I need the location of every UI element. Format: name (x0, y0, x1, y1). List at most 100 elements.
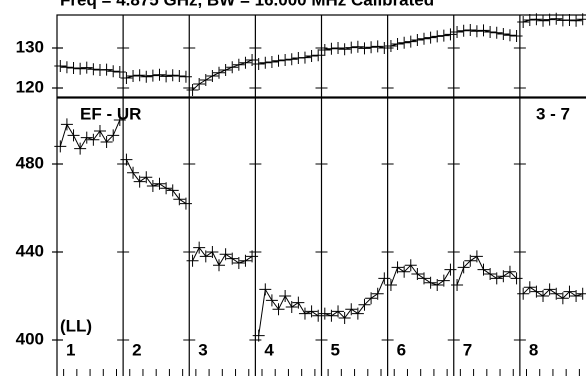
point (424, 276, 437, 289)
point (120, 153, 133, 166)
point (517, 16, 530, 28)
point (338, 43, 351, 56)
point (431, 30, 444, 43)
point (252, 58, 265, 70)
point (146, 69, 159, 82)
point (570, 290, 583, 302)
point (305, 50, 318, 62)
y-tick-label: 480 (16, 153, 44, 172)
point (173, 193, 186, 206)
point (186, 254, 199, 267)
segment-label: 2 (132, 340, 141, 359)
point (345, 41, 358, 54)
point (537, 14, 550, 27)
point (246, 250, 259, 263)
point (67, 62, 80, 74)
point (54, 140, 67, 153)
segment-label: 4 (264, 340, 274, 359)
point (451, 26, 464, 38)
point (318, 44, 331, 56)
y-tick-label: 120 (16, 77, 44, 96)
point (127, 166, 140, 179)
point (206, 70, 219, 82)
point (213, 66, 226, 79)
point (285, 301, 298, 313)
point (140, 171, 153, 184)
point (325, 42, 338, 55)
point (563, 14, 576, 26)
point (484, 268, 497, 280)
point (160, 182, 173, 195)
point (127, 70, 140, 82)
point (470, 250, 483, 263)
point (411, 34, 424, 46)
point (133, 175, 146, 188)
point (140, 70, 153, 83)
point (186, 84, 199, 96)
point (193, 241, 206, 254)
point (113, 66, 126, 78)
point (179, 70, 192, 83)
series-line (522, 286, 583, 299)
point (391, 38, 404, 50)
point (378, 42, 391, 54)
series-line (192, 246, 253, 267)
point (530, 285, 543, 298)
point (74, 62, 87, 75)
point (226, 252, 239, 265)
point (550, 12, 563, 25)
point (345, 303, 358, 316)
point (556, 292, 569, 305)
point (365, 41, 378, 54)
point (484, 26, 497, 38)
point (325, 309, 338, 322)
point (146, 180, 159, 192)
point (543, 13, 556, 26)
point (490, 272, 503, 285)
point (226, 61, 239, 74)
point (54, 60, 67, 72)
point (411, 268, 424, 280)
point (497, 28, 510, 40)
y-tick-label: 400 (16, 329, 44, 348)
point (365, 292, 378, 305)
point (424, 31, 437, 44)
point (358, 298, 371, 311)
point (312, 309, 325, 322)
point (153, 68, 166, 81)
point (60, 61, 73, 74)
point (497, 270, 510, 283)
series-line (125, 159, 187, 205)
segment-label: 1 (66, 340, 75, 359)
point (543, 283, 556, 296)
point (80, 61, 93, 74)
point (490, 26, 503, 39)
point (404, 35, 417, 48)
point (232, 257, 245, 269)
series-line (456, 255, 517, 286)
point (219, 248, 232, 261)
annotation: EF - UR (80, 104, 141, 123)
point (87, 133, 100, 146)
point (451, 279, 464, 291)
point (160, 70, 173, 83)
point (252, 329, 265, 342)
point (265, 56, 278, 68)
series-line (324, 278, 385, 319)
point (312, 49, 325, 62)
point (457, 261, 470, 274)
annotation: (LL) (60, 316, 92, 335)
point (477, 24, 490, 37)
point (318, 307, 331, 320)
point (298, 307, 311, 320)
point (193, 78, 206, 90)
point (113, 114, 126, 126)
point (417, 272, 430, 285)
point (530, 13, 543, 26)
point (206, 246, 219, 258)
point (259, 283, 272, 296)
point (80, 131, 93, 144)
point (285, 53, 298, 66)
